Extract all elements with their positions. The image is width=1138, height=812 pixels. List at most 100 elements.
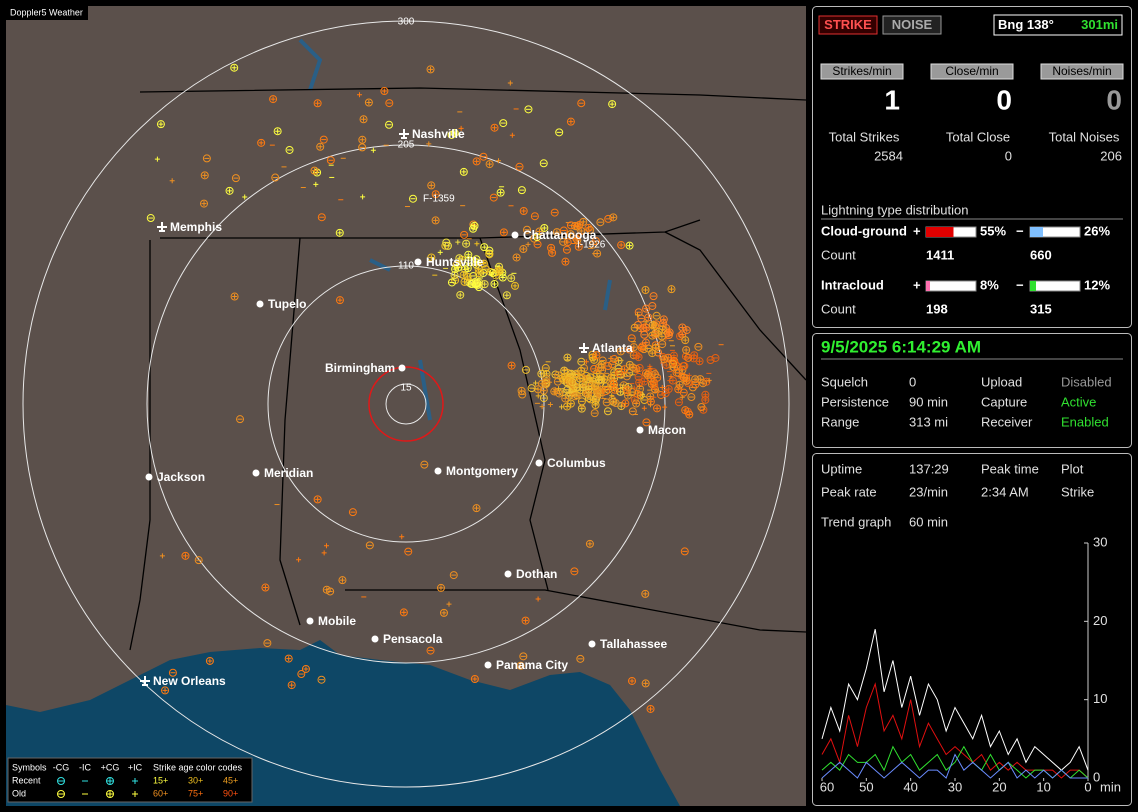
strike-ring	[641, 589, 650, 598]
datetime: 9/5/2025 6:14:29 AM	[821, 337, 981, 356]
strike-ring	[598, 356, 607, 365]
strike-sign	[474, 158, 480, 164]
strike-sign	[641, 405, 647, 411]
strike-sign	[518, 663, 524, 669]
total-label: Total Close	[946, 129, 1010, 144]
strike	[269, 95, 278, 104]
strike-sign	[541, 388, 547, 394]
strike	[335, 228, 344, 237]
strike	[660, 355, 669, 364]
strike	[561, 257, 570, 266]
strike-ring	[542, 374, 551, 383]
strike-sign	[645, 372, 651, 378]
strike-ring	[316, 142, 325, 151]
setting-label: Capture	[981, 394, 1027, 409]
strike	[200, 199, 209, 208]
city-label: Atlanta	[592, 341, 633, 355]
strike-ring	[591, 395, 600, 404]
legend-label: Strike age color codes	[153, 762, 243, 772]
strike-ring	[338, 576, 347, 585]
strike	[595, 375, 604, 384]
strike-ring	[537, 369, 546, 378]
strike	[604, 362, 613, 371]
strike-sign	[551, 388, 557, 394]
strike-ring	[156, 120, 165, 129]
age-code: 60+	[153, 788, 168, 798]
strike	[509, 132, 515, 138]
strike-sign	[286, 656, 292, 662]
strike-sign	[162, 687, 168, 693]
strike-sign	[433, 191, 439, 197]
strike-sign	[661, 316, 667, 322]
strike-ring	[672, 368, 681, 377]
percent: 26%	[1084, 223, 1110, 238]
city-label: Dothan	[516, 567, 557, 581]
strike	[642, 418, 651, 427]
strike-button[interactable]	[818, 15, 878, 35]
strike-sign	[158, 121, 164, 127]
strike-ring	[586, 226, 595, 235]
strike-ring	[426, 646, 435, 655]
strike-sign	[159, 553, 165, 559]
count: 315	[1030, 301, 1052, 316]
strike-sign	[583, 359, 589, 365]
strike	[474, 269, 483, 278]
strike-sign	[577, 375, 583, 381]
strike-ring	[516, 661, 525, 670]
strike-sign	[242, 194, 248, 200]
strike-sign	[702, 392, 708, 398]
strike-ring	[541, 364, 550, 373]
strike	[230, 63, 239, 72]
strike-sign	[313, 181, 319, 187]
marker-label: F-1359	[423, 194, 455, 205]
strike-ring	[285, 145, 294, 154]
strike	[575, 220, 584, 229]
strike-sign	[495, 158, 501, 164]
strike-sign	[169, 178, 175, 184]
strike-sign	[463, 241, 469, 247]
strike-ring	[539, 394, 548, 403]
strike-ring	[641, 286, 650, 295]
strike-ring	[560, 366, 569, 375]
strike	[539, 159, 548, 168]
setting-label: Persistence	[821, 394, 889, 409]
strike-sign	[700, 380, 706, 386]
strike	[458, 125, 464, 131]
strike	[168, 668, 177, 677]
strike	[323, 543, 329, 549]
noise-button[interactable]	[882, 15, 942, 35]
settings: Squelch 0 Upload Disabled Persistence 90 min C…	[821, 374, 1112, 429]
strike-button-label: STRIKE	[824, 17, 872, 32]
legend-header: -CG	[53, 762, 70, 772]
count: 198	[926, 301, 948, 316]
strike	[463, 272, 472, 281]
strike-sign	[303, 666, 309, 672]
rates: Strikes/min 1 Total Strikes 2584 Close/min 0 T…	[820, 63, 1124, 163]
strike-ring	[573, 383, 582, 392]
strike	[156, 120, 165, 129]
strike-ring	[230, 292, 239, 301]
bar-fill	[1030, 281, 1036, 291]
strike	[426, 646, 435, 655]
type-name: Intracloud	[821, 277, 884, 292]
strike-sign	[635, 391, 641, 397]
strike-ring	[459, 167, 468, 176]
strike	[667, 378, 673, 384]
strike	[525, 241, 531, 247]
strike-ring	[562, 245, 571, 254]
city-label: Birmingham	[325, 361, 395, 375]
strike-sign	[465, 274, 471, 280]
strike	[489, 193, 498, 202]
strike-ring	[555, 389, 564, 398]
airport-icon	[140, 676, 150, 686]
strike-ring	[648, 321, 657, 330]
map: 300 205 110 15 Nashville Memphis Chattanoo…	[6, 6, 807, 806]
strike	[464, 250, 473, 259]
strike	[572, 234, 581, 243]
strike	[567, 369, 576, 378]
strike-ring	[566, 117, 575, 126]
strike	[524, 105, 533, 114]
strike-ring	[550, 387, 559, 396]
strike-ring	[640, 377, 649, 386]
strike-ring	[463, 264, 472, 273]
